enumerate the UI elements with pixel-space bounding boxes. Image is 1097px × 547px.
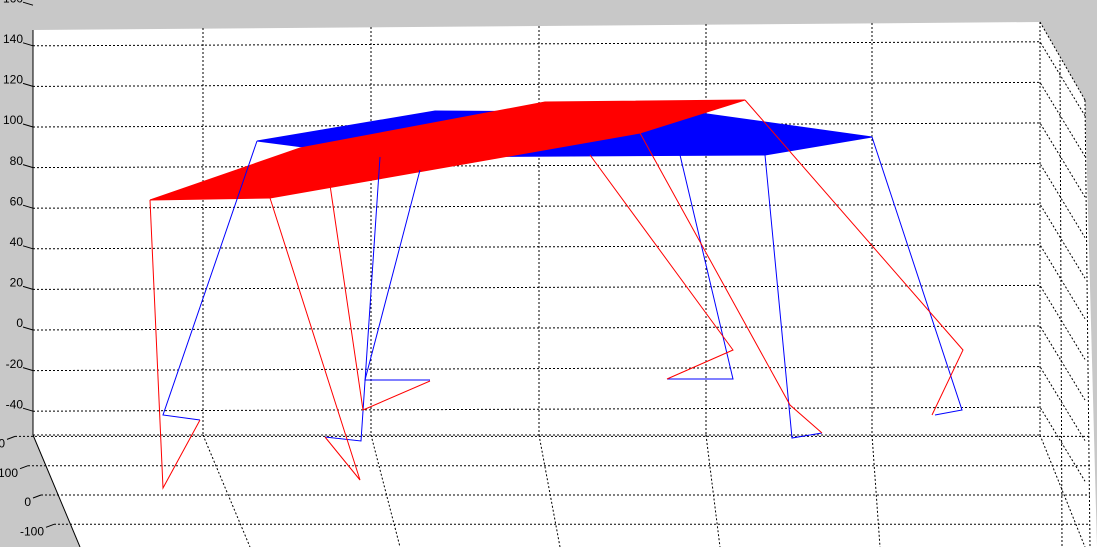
z-tick-mark bbox=[22, 204, 34, 209]
grid-line bbox=[32, 244, 1086, 320]
z-tick-label: 60 bbox=[10, 194, 24, 208]
z-tick-label: -40 bbox=[6, 397, 24, 411]
blue-leg bbox=[667, 154, 734, 380]
grid-line bbox=[32, 163, 1086, 238]
y-tick-label: 0 bbox=[24, 495, 31, 509]
z-tick-label: 160 bbox=[3, 0, 23, 5]
red-leg bbox=[329, 184, 431, 411]
blue-leg bbox=[162, 140, 258, 421]
y-tick-mark bbox=[19, 465, 29, 470]
z-tick-label: 80 bbox=[10, 154, 24, 168]
y-axis-line bbox=[32, 434, 81, 547]
z-tick-mark bbox=[22, 123, 34, 128]
red-leg bbox=[149, 199, 201, 490]
grid-line bbox=[32, 122, 1086, 198]
y-tick-mark bbox=[32, 494, 42, 499]
z-tick-mark bbox=[22, 326, 34, 331]
static-grid bbox=[33, 21, 1091, 547]
y-tick-mark bbox=[45, 523, 55, 528]
z-tick-label: 100 bbox=[3, 113, 23, 127]
z-tick-mark bbox=[22, 42, 34, 47]
grid-line bbox=[32, 284, 1086, 360]
grid-line bbox=[32, 81, 1086, 157]
z-tick-mark bbox=[22, 82, 34, 87]
z-tick-mark bbox=[22, 164, 34, 169]
grid-line bbox=[32, 41, 1086, 117]
z-tick-label: 120 bbox=[3, 73, 23, 87]
z-tick-mark bbox=[22, 367, 34, 372]
red-leg bbox=[269, 197, 361, 481]
y-tick-mark bbox=[6, 435, 16, 440]
z-tick-mark bbox=[22, 407, 34, 412]
y-tick-label: 100 bbox=[0, 466, 18, 480]
z-tick-mark bbox=[22, 245, 34, 250]
z-tick-label: 20 bbox=[10, 276, 24, 290]
z-tick-mark bbox=[22, 1, 34, 6]
blue-leg bbox=[364, 169, 430, 381]
y-tick-label: -100 bbox=[20, 524, 44, 538]
red-leg bbox=[744, 99, 964, 416]
y-tick-label: 200 bbox=[0, 437, 5, 451]
z-tick-label: 140 bbox=[3, 32, 23, 46]
red-leg bbox=[589, 154, 734, 380]
axes-background bbox=[33, 22, 1097, 547]
z-tick-label: 0 bbox=[16, 316, 23, 330]
blue-leg bbox=[871, 136, 963, 416]
grid bbox=[15, 41, 1090, 525]
red-leg bbox=[639, 132, 823, 434]
grid-line bbox=[32, 325, 1086, 401]
blue-leg bbox=[324, 156, 381, 442]
robot bbox=[149, 99, 964, 490]
z-tick-label: 40 bbox=[10, 235, 24, 249]
blue-leg bbox=[764, 154, 823, 439]
z-tick-label: -20 bbox=[6, 357, 24, 371]
z-tick-mark bbox=[22, 285, 34, 290]
grid-line bbox=[32, 406, 1086, 482]
grid-line bbox=[32, 366, 1086, 441]
grid-line bbox=[32, 203, 1086, 279]
